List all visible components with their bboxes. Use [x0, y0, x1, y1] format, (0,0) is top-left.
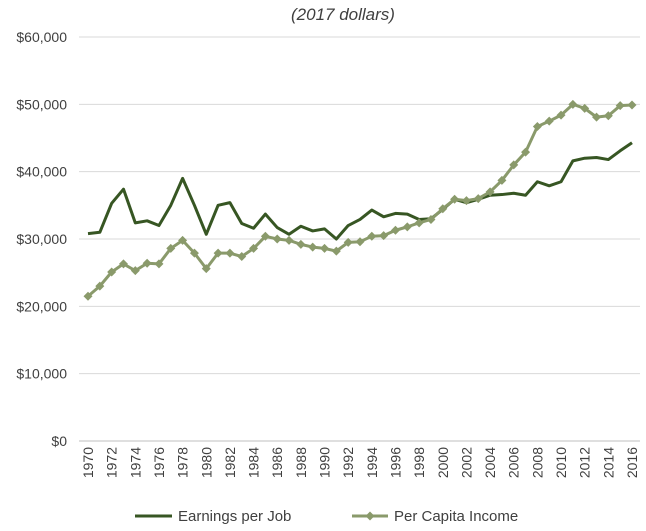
data-point [497, 175, 507, 185]
data-point [544, 116, 554, 126]
data-point [189, 248, 199, 258]
data-point [532, 122, 542, 132]
data-point [414, 218, 424, 228]
x-tick-label: 1996 [387, 447, 403, 478]
x-tick-label: 1976 [151, 447, 167, 478]
x-tick-label: 1978 [175, 447, 191, 478]
legend-item: Per Capita Income [352, 508, 518, 525]
legend: Earnings per Job Per Capita Income [135, 508, 518, 525]
x-tick-label: 1986 [269, 447, 285, 478]
series-line [87, 102, 633, 298]
data-point [509, 160, 519, 170]
data-point [118, 259, 128, 269]
data-point [331, 246, 341, 256]
x-tick-label: 1980 [198, 447, 214, 478]
x-tick-label: 2014 [600, 447, 616, 478]
x-tick-label: 2002 [458, 447, 474, 478]
data-point [367, 231, 377, 241]
x-tick-label: 1974 [127, 447, 143, 478]
series-earnings-per-job [87, 141, 633, 241]
y-tick-label: $40,000 [16, 164, 67, 180]
x-tick-label: 1984 [246, 447, 262, 478]
data-point [320, 243, 330, 253]
data-point [615, 101, 625, 111]
x-tick-label: 1988 [293, 447, 309, 478]
data-point [343, 237, 353, 247]
data-point [450, 194, 460, 204]
data-point [130, 266, 140, 276]
x-tick-label: 2008 [529, 447, 545, 478]
data-point [461, 196, 471, 206]
data-point [154, 259, 164, 269]
y-tick-label: $20,000 [16, 298, 67, 314]
data-point [592, 112, 602, 122]
y-tick-label: $10,000 [16, 366, 67, 382]
data-point [107, 267, 117, 277]
data-point [178, 235, 188, 245]
data-point [485, 187, 495, 197]
data-point [284, 235, 294, 245]
legend-label: Earnings per Job [178, 508, 291, 525]
legend-label: Per Capita Income [394, 508, 518, 525]
y-tick-label: $60,000 [16, 29, 67, 45]
series-layer [83, 99, 637, 301]
data-point [249, 243, 259, 253]
x-tick-label: 1998 [411, 447, 427, 478]
data-point [272, 234, 282, 244]
x-tick-label: 2012 [577, 447, 593, 478]
x-tick-label: 2016 [624, 447, 640, 478]
data-point [95, 281, 105, 291]
series-per-capita-income [83, 99, 637, 301]
data-point [379, 231, 389, 241]
data-point [402, 222, 412, 232]
data-point [568, 99, 578, 109]
x-tick-label: 1994 [364, 447, 380, 478]
data-point [142, 258, 152, 268]
y-tick-label: $0 [51, 433, 67, 449]
data-point [83, 291, 93, 301]
y-axis-ticks: $0 $10,000 $20,000 $30,000 $40,000 $50,000 $60… [16, 29, 67, 449]
data-point [521, 147, 531, 157]
data-point [556, 110, 566, 120]
x-tick-label: 1970 [80, 447, 96, 478]
data-point [237, 252, 247, 262]
data-point [580, 103, 590, 113]
data-point [603, 111, 613, 121]
data-point [225, 248, 235, 258]
legend-item: Earnings per Job [135, 508, 291, 525]
grid-lines [79, 36, 640, 442]
series-line [87, 141, 633, 241]
data-point [355, 237, 365, 247]
x-tick-label: 2010 [553, 447, 569, 478]
data-point [438, 204, 448, 214]
data-point [473, 194, 483, 204]
legend-marker [365, 511, 375, 521]
data-point [296, 239, 306, 249]
x-tick-label: 2006 [506, 447, 522, 478]
x-tick-label: 1972 [104, 447, 120, 478]
y-tick-label: $50,000 [16, 96, 67, 112]
x-axis-ticks: 1970 1972 1974 1976 1978 1980 1982 1984 1986 1988… [80, 447, 640, 478]
data-point [213, 248, 223, 258]
data-point [201, 264, 211, 274]
x-tick-label: 1982 [222, 447, 238, 478]
data-point [308, 242, 318, 252]
y-tick-label: $30,000 [16, 231, 67, 247]
data-point [426, 214, 436, 224]
data-point [166, 243, 176, 253]
x-tick-label: 2000 [435, 447, 451, 478]
x-tick-label: 2004 [482, 447, 498, 478]
data-point [390, 225, 400, 235]
x-tick-label: 1992 [340, 447, 356, 478]
data-point [260, 231, 270, 241]
data-point [627, 100, 637, 110]
chart-subtitle: (2017 dollars) [291, 5, 395, 24]
x-tick-label: 1990 [317, 447, 333, 478]
